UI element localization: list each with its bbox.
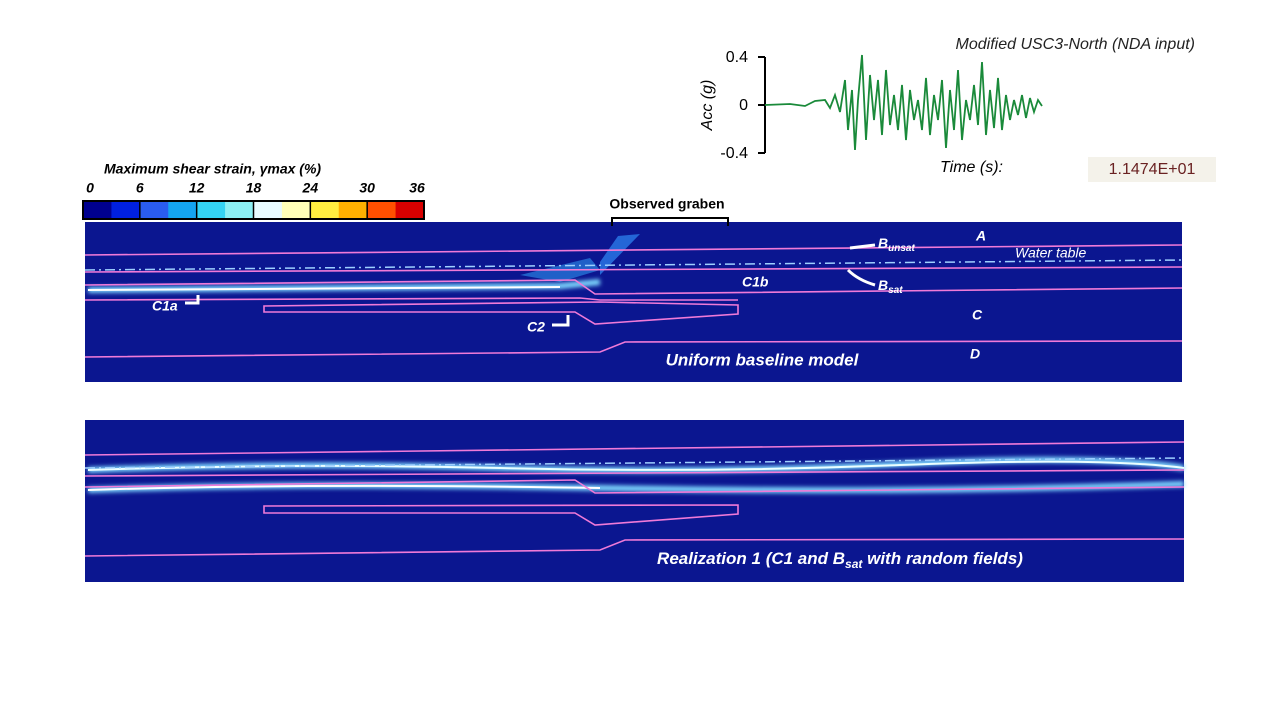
panel-caption: Uniform baseline model xyxy=(666,350,860,369)
label-sub: sat xyxy=(888,285,903,296)
c1a-label: C1a xyxy=(152,298,178,314)
colorbar-segment xyxy=(253,201,283,219)
colorbar-segment xyxy=(196,201,226,219)
colorbar-segment xyxy=(168,201,198,219)
water-table-line xyxy=(84,457,1185,469)
water-table-line xyxy=(84,259,1183,271)
water-table-label: Water table xyxy=(1015,245,1087,261)
colorbar-tick-label: 30 xyxy=(359,180,375,196)
layer-boundary xyxy=(84,279,1183,295)
colorbar-segment xyxy=(338,201,368,219)
arrow xyxy=(552,315,570,327)
layer-boundary xyxy=(84,479,1185,494)
arrow xyxy=(846,268,876,287)
top-panel: Observed graben A Bunsat Water table Bsa… xyxy=(84,196,1183,382)
strain-band-core xyxy=(87,460,1185,471)
motion-title: Modified USC3-North (NDA input) xyxy=(956,36,1195,53)
layer-label: C xyxy=(972,307,983,323)
colorbar-segment xyxy=(367,201,397,219)
y-tick-label: -0.4 xyxy=(720,145,748,162)
strain-band-core xyxy=(87,484,601,491)
colorbar: Maximum shear strain, γmax (%) 0 6 12 18 24 3… xyxy=(82,161,425,220)
label-main: B xyxy=(878,235,888,251)
colorbar-segment xyxy=(111,201,141,219)
y-tick-label: 0.4 xyxy=(726,49,748,66)
b-unsat-label: Bunsat xyxy=(878,235,915,254)
layer-boundary xyxy=(84,297,738,301)
colorbar-segment xyxy=(281,201,311,219)
colorbar-segment xyxy=(310,201,340,219)
y-axis-label: Acc (g) xyxy=(699,80,716,132)
layer-boundary xyxy=(84,441,1185,456)
layer-boundary xyxy=(84,244,1183,256)
layer-label: D xyxy=(970,346,980,362)
colorbar-segment xyxy=(83,201,112,219)
layer-boundary xyxy=(84,266,1183,273)
waveform xyxy=(764,54,1043,151)
layer-c2 xyxy=(263,301,739,325)
time-label: Time (s): xyxy=(940,159,1003,176)
arrow xyxy=(185,295,200,305)
colorbar-tick-label: 12 xyxy=(189,180,205,196)
caption-part: Realization 1 (C1 and B xyxy=(657,549,845,568)
y-tick-label: 0 xyxy=(739,97,748,114)
colorbar-tick-label: 36 xyxy=(409,180,425,196)
colorbar-tick-label: 0 xyxy=(86,180,94,196)
label-sub: unsat xyxy=(888,243,915,254)
layer-boundary xyxy=(84,340,1183,358)
bottom-panel: Realization 1 (C1 and Bsat with random f… xyxy=(84,420,1185,582)
layer-label: A xyxy=(975,228,986,244)
arrow xyxy=(849,243,876,250)
label-main: B xyxy=(878,277,888,293)
time-box xyxy=(1088,157,1216,182)
colorbar-title: Maximum shear strain, γmax (%) xyxy=(104,161,321,177)
time-value: 1.1474E+01 xyxy=(1109,161,1196,178)
colorbar-tick-label: 24 xyxy=(302,180,319,196)
c1b-label: C1b xyxy=(742,274,769,290)
caption-part: with random fields) xyxy=(862,549,1023,568)
graben-bracket xyxy=(611,217,729,226)
colorbar-segment xyxy=(395,201,425,219)
colorbar-segment xyxy=(139,201,169,219)
graben-label: Observed graben xyxy=(609,196,724,212)
c2-label: C2 xyxy=(527,319,545,335)
b-sat-label: Bsat xyxy=(878,277,903,296)
caption-sub: sat xyxy=(845,557,863,571)
colorbar-frame xyxy=(82,200,425,220)
strain-band-core xyxy=(87,286,561,291)
colorbar-tick-label: 18 xyxy=(246,180,262,196)
layer-c2 xyxy=(263,504,739,526)
layer-boundary xyxy=(84,538,1185,557)
colorbar-tick-label: 6 xyxy=(136,180,144,196)
panel-caption: Realization 1 (C1 and Bsat with random f… xyxy=(657,549,1023,571)
layer-boundary xyxy=(84,469,1185,477)
panel-background xyxy=(85,420,1184,582)
acceleration-plot: Modified USC3-North (NDA input) 0.4 0 -0… xyxy=(699,36,1216,182)
colorbar-segment xyxy=(225,201,254,219)
